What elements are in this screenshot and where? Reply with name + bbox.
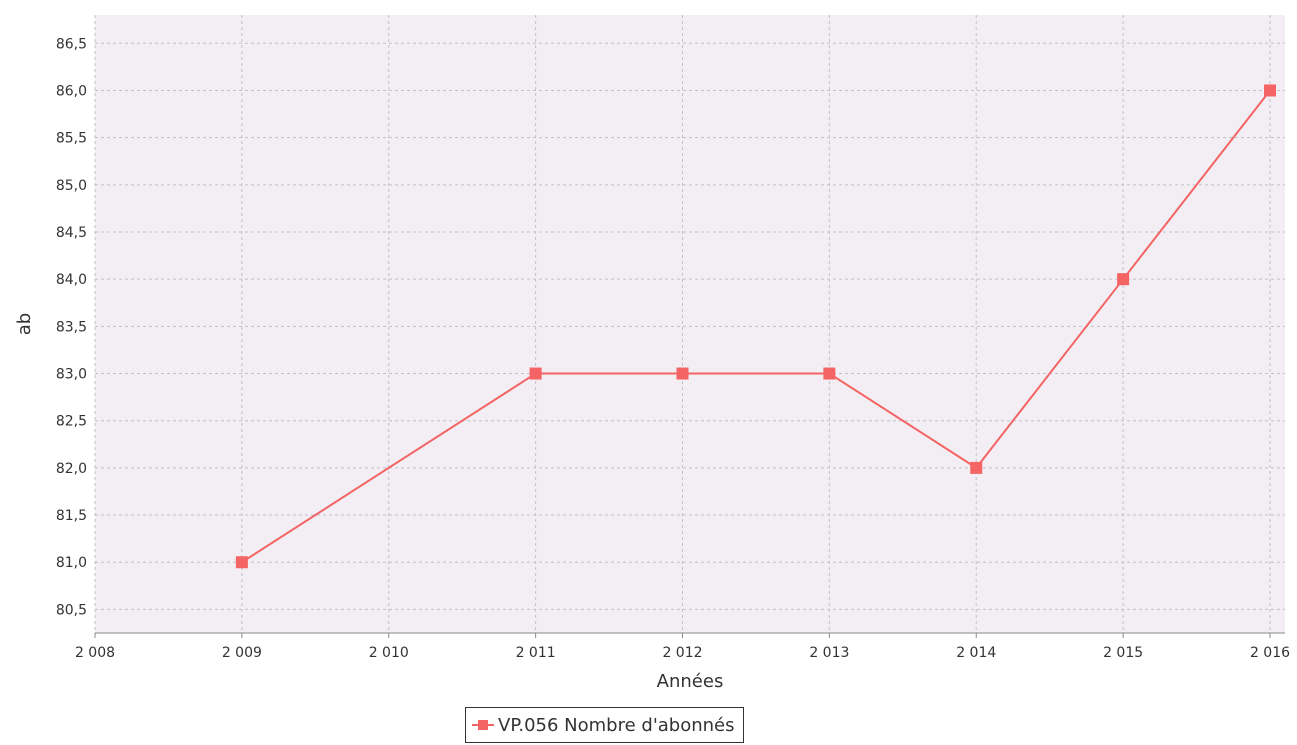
y-tick-label: 86,5	[56, 36, 87, 52]
y-tick-label: 85,5	[56, 131, 87, 147]
data-point	[1117, 273, 1130, 286]
legend-series-label: VP.056 Nombre d'abonnés	[498, 714, 735, 736]
data-point	[1264, 84, 1276, 97]
data-point	[970, 461, 983, 474]
y-tick-label: 83,0	[56, 367, 87, 383]
x-tick-label: 2 008	[75, 645, 115, 661]
legend-square	[478, 720, 488, 730]
x-axis-title: Années	[657, 671, 724, 692]
y-axis-title: ab	[14, 313, 35, 335]
x-tick-label: 2 016	[1250, 645, 1290, 661]
y-tick-label: 82,0	[56, 461, 87, 477]
y-tick-label: 86,0	[56, 83, 87, 99]
y-tick-label: 84,0	[56, 272, 87, 288]
data-point	[235, 556, 248, 569]
x-axis-ticks: 2 008 2 009 2 010 2 011 2 012 2 013 2 014 2 015…	[75, 633, 1290, 661]
legend-series-marker	[472, 719, 494, 731]
x-tick-label: 2 013	[809, 645, 849, 661]
x-gridlines	[94, 15, 1271, 633]
data-point	[823, 367, 836, 380]
data-point	[529, 367, 542, 380]
x-tick-label: 2 014	[956, 645, 996, 661]
plot-area	[95, 15, 1285, 633]
legend: VP.056 Nombre d'abonnés	[465, 707, 744, 743]
y-tick-label: 84,5	[56, 225, 87, 241]
y-tick-label: 81,5	[56, 508, 87, 524]
x-tick-label: 2 011	[516, 645, 556, 661]
x-tick-label: 2 015	[1103, 645, 1143, 661]
x-tick-label: 2 009	[222, 645, 262, 661]
y-tick-label: 82,5	[56, 414, 87, 430]
series-points	[235, 84, 1276, 569]
y-tick-label: 83,5	[56, 319, 87, 335]
y-tick-label: 80,5	[56, 602, 87, 618]
x-tick-label: 2 010	[369, 645, 409, 661]
y-axis-ticks: 80,5 81,0 81,5 82,0 82,5 83,0 83,5 84,0 84,5 85,0…	[56, 36, 87, 618]
x-tick-label: 2 012	[662, 645, 702, 661]
y-tick-label: 85,0	[56, 178, 87, 194]
y-tick-label: 81,0	[56, 555, 87, 571]
data-point	[676, 367, 689, 380]
